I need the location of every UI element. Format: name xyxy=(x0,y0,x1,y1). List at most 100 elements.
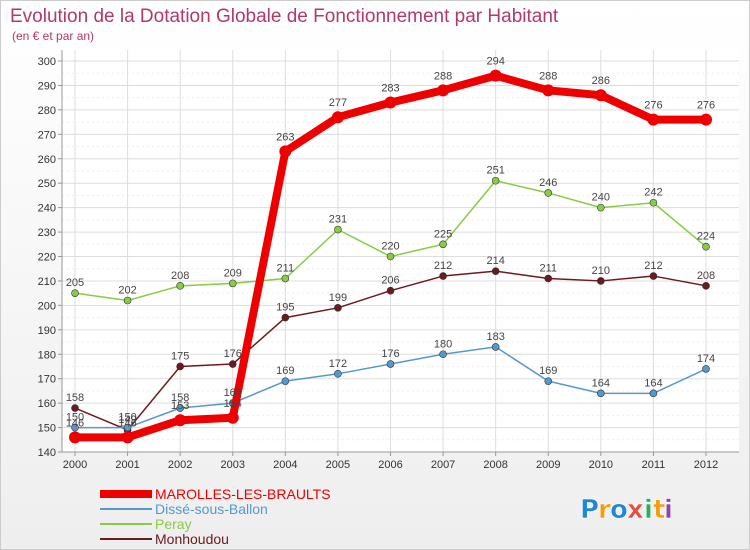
data-point-peray xyxy=(228,279,237,288)
data-point-marolles-les-braults xyxy=(279,145,292,158)
data-point-monhoudou xyxy=(386,286,395,295)
chart-subtitle: (en € et par an) xyxy=(12,29,94,43)
data-label-marolles-les-braults: 263 xyxy=(276,131,294,143)
data-label-monhoudou: 208 xyxy=(697,270,715,282)
data-label-diss-sous-ballon: 158 xyxy=(171,392,189,404)
data-point-marolles-les-braults xyxy=(121,431,134,444)
y-tick-label: 300 xyxy=(38,56,56,68)
data-point-diss-sous-ballon xyxy=(544,377,553,385)
data-point-marolles-les-braults xyxy=(226,411,239,424)
data-label-diss-sous-ballon: 164 xyxy=(644,377,662,389)
data-label-monhoudou: 212 xyxy=(644,260,662,272)
data-point-peray xyxy=(491,176,500,185)
data-label-monhoudou: 149 xyxy=(118,414,136,426)
y-tick-label: 190 xyxy=(38,325,56,337)
data-point-marolles-les-braults xyxy=(647,113,660,126)
data-point-peray xyxy=(281,274,290,283)
data-label-monhoudou: 212 xyxy=(434,260,452,272)
data-point-marolles-les-braults xyxy=(69,431,81,444)
data-point-monhoudou xyxy=(491,267,500,275)
data-label-diss-sous-ballon: 169 xyxy=(276,365,294,377)
data-point-peray xyxy=(439,240,447,249)
data-point-monhoudou xyxy=(71,404,79,412)
data-point-monhoudou xyxy=(334,304,342,312)
grid-layer xyxy=(62,50,739,453)
x-tick-label: 2011 xyxy=(642,459,666,471)
data-label-diss-sous-ballon: 176 xyxy=(381,348,399,360)
data-point-marolles-les-braults xyxy=(331,111,344,124)
x-tick-label: 2008 xyxy=(483,459,507,471)
y-tick-label: 250 xyxy=(38,178,56,190)
logo-letter: o xyxy=(610,495,628,525)
proxiti-logo: Pr o x i ti xyxy=(580,495,674,526)
data-point-marolles-les-braults xyxy=(542,84,555,97)
data-label-marolles-les-braults: 276 xyxy=(644,100,662,112)
data-point-monhoudou xyxy=(544,274,553,283)
data-point-diss-sous-ballon xyxy=(334,369,342,378)
data-point-diss-sous-ballon xyxy=(649,389,658,398)
x-tick-label: 2004 xyxy=(273,459,297,471)
data-point-diss-sous-ballon xyxy=(71,423,79,432)
data-label-diss-sous-ballon: 169 xyxy=(539,365,557,377)
data-label-diss-sous-ballon: 183 xyxy=(486,331,504,343)
data-point-marolles-les-braults xyxy=(700,113,712,126)
y-tick-label: 160 xyxy=(38,398,56,410)
y-tick-label: 150 xyxy=(38,423,56,435)
data-point-peray xyxy=(71,289,79,297)
data-label-peray: 240 xyxy=(592,192,610,204)
data-point-monhoudou xyxy=(176,362,184,371)
legend-label-peray: Peray xyxy=(155,516,192,532)
data-label-monhoudou: 195 xyxy=(276,302,294,314)
data-label-marolles-les-braults: 153 xyxy=(171,400,189,412)
data-label-monhoudou: 175 xyxy=(171,350,189,362)
data-point-monhoudou xyxy=(281,313,290,322)
x-tick-label: 2002 xyxy=(168,459,192,471)
x-tick-label: 2000 xyxy=(63,459,87,471)
data-point-diss-sous-ballon xyxy=(176,404,184,412)
data-label-peray: 211 xyxy=(277,262,295,274)
data-point-marolles-les-braults xyxy=(594,89,607,102)
data-label-diss-sous-ballon: 164 xyxy=(592,377,610,389)
logo-letter: x xyxy=(627,495,644,525)
y-tick-label: 220 xyxy=(38,252,56,264)
data-label-peray: 224 xyxy=(697,231,715,243)
data-label-peray: 246 xyxy=(539,177,557,189)
data-label-monhoudou: 206 xyxy=(381,275,399,287)
y-tick-label: 210 xyxy=(38,276,56,288)
data-point-peray xyxy=(123,296,132,305)
data-point-marolles-les-braults xyxy=(384,96,397,109)
data-point-diss-sous-ballon xyxy=(123,423,132,432)
x-tick-label: 2012 xyxy=(694,459,718,471)
data-label-peray: 251 xyxy=(486,165,504,177)
legend-label-marolles-les-braults: MAROLLES-LES-BRAULTS xyxy=(155,486,331,502)
data-point-monhoudou xyxy=(702,282,710,290)
data-label-marolles-les-braults: 276 xyxy=(697,100,715,112)
data-point-diss-sous-ballon xyxy=(281,377,290,385)
logo-letter: r xyxy=(598,495,611,525)
data-label-peray: 231 xyxy=(329,214,347,226)
y-tick-label: 290 xyxy=(38,80,56,92)
y-tick-label: 140 xyxy=(38,447,56,459)
data-point-diss-sous-ballon xyxy=(439,350,447,359)
data-label-marolles-les-braults: 294 xyxy=(486,56,504,68)
data-point-peray xyxy=(544,189,553,197)
data-label-peray: 225 xyxy=(434,228,452,240)
logo-letter: i xyxy=(664,495,673,525)
y-tick-label: 180 xyxy=(38,349,56,361)
y-tick-label: 270 xyxy=(38,129,56,141)
y-tick-label: 280 xyxy=(38,105,56,117)
y-tick-label: 230 xyxy=(38,227,56,239)
data-point-monhoudou xyxy=(597,277,605,285)
data-label-marolles-les-braults: 146 xyxy=(66,417,84,429)
data-label-peray: 220 xyxy=(381,241,399,253)
x-tick-label: 2001 xyxy=(115,459,139,471)
data-point-diss-sous-ballon xyxy=(597,389,605,398)
data-label-diss-sous-ballon: 172 xyxy=(329,358,347,370)
x-tick-label: 2007 xyxy=(431,459,455,471)
legend: MAROLLES-LES-BRAULTSDissé-sous-BallonPer… xyxy=(100,486,331,547)
data-label-peray: 208 xyxy=(171,270,189,282)
data-label-peray: 242 xyxy=(644,187,662,199)
data-point-peray xyxy=(386,252,395,261)
